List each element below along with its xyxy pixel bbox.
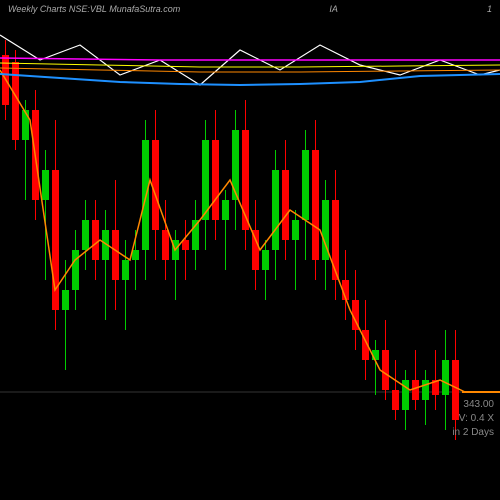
volume-row: V: 0.4 X [452, 412, 494, 426]
candlestick-chart[interactable] [0, 0, 500, 500]
price-info-box: 343.00 V: 0.4 X in 2 Days [452, 398, 494, 440]
title-left: Weekly Charts NSE:VBL MunafaSutra.com [8, 4, 180, 14]
chart-header: Weekly Charts NSE:VBL MunafaSutra.com IA… [0, 4, 500, 14]
title-mid: IA [329, 4, 338, 14]
title-right: 1 [487, 4, 492, 14]
expiry-text: in 2 Days [452, 426, 494, 440]
price-value: 343.00 [452, 398, 494, 412]
